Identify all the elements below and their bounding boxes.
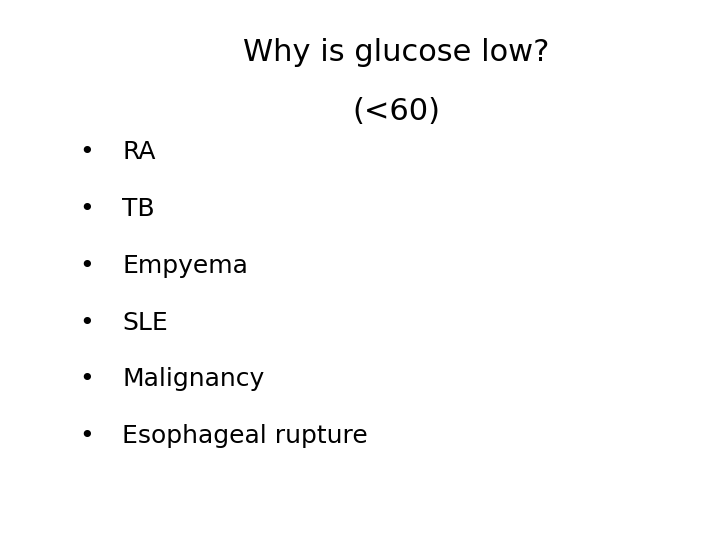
Text: RA: RA <box>122 140 156 164</box>
Text: Malignancy: Malignancy <box>122 367 265 391</box>
Text: Esophageal rupture: Esophageal rupture <box>122 424 368 448</box>
Text: •: • <box>79 424 94 448</box>
Text: •: • <box>79 197 94 221</box>
Text: •: • <box>79 310 94 334</box>
Text: TB: TB <box>122 197 155 221</box>
Text: Empyema: Empyema <box>122 254 248 278</box>
Text: SLE: SLE <box>122 310 168 334</box>
Text: •: • <box>79 140 94 164</box>
Text: •: • <box>79 367 94 391</box>
Text: Why is glucose low?: Why is glucose low? <box>243 38 549 67</box>
Text: (<60): (<60) <box>352 97 440 126</box>
Text: •: • <box>79 254 94 278</box>
